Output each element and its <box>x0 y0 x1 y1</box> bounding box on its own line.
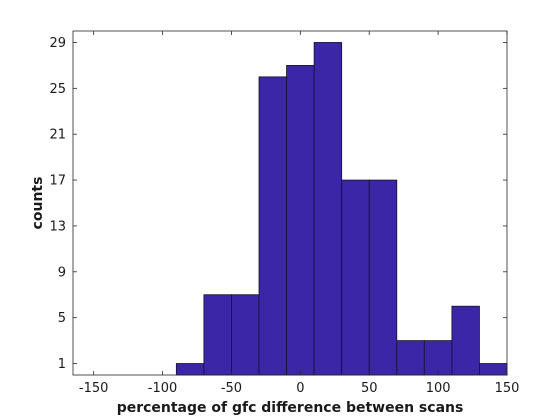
x-tick-label-0: -150 <box>79 381 109 396</box>
y-tick-label-2: 9 <box>58 265 66 280</box>
histogram-bar-8 <box>396 340 425 376</box>
histogram-bar-2 <box>231 294 260 376</box>
histogram-bar-11 <box>479 363 508 376</box>
histogram-bar-6 <box>341 179 370 376</box>
ticks-layer: -150 -100 -50 0 50 100 150 1 5 9 13 17 21 25 29 <box>49 31 519 396</box>
y-tick-label-4: 17 <box>49 174 66 189</box>
x-tick-label-1: -100 <box>148 381 178 396</box>
y-tick-label-0: 1 <box>58 357 66 372</box>
histogram-bar-3 <box>258 76 287 376</box>
x-tick-label-3: 0 <box>296 381 304 396</box>
y-tick-label-7: 29 <box>49 36 66 51</box>
x-axis-label: percentage of gfc difference between sca… <box>117 400 464 416</box>
x-tick-label-6: 150 <box>495 381 520 396</box>
y-tick-label-3: 13 <box>49 219 66 234</box>
x-tick-label-4: 50 <box>361 381 378 396</box>
histogram-bar-9 <box>423 340 453 376</box>
y-tick-label-6: 25 <box>49 82 66 97</box>
x-tick-label-2: -50 <box>221 381 242 396</box>
plot-frame <box>72 30 508 376</box>
bars-layer <box>175 42 508 376</box>
y-axis-label: counts <box>30 177 46 230</box>
histogram-bar-0 <box>175 363 205 376</box>
histogram-bar-1 <box>203 294 232 376</box>
histogram-bar-4 <box>286 65 315 376</box>
histogram-bar-7 <box>368 179 398 376</box>
y-tick-label-5: 21 <box>49 128 66 143</box>
x-tick-label-5: 100 <box>426 381 451 396</box>
histogram-bar-5 <box>313 42 343 376</box>
histogram-bar-10 <box>451 305 480 376</box>
y-tick-label-1: 5 <box>58 311 66 326</box>
